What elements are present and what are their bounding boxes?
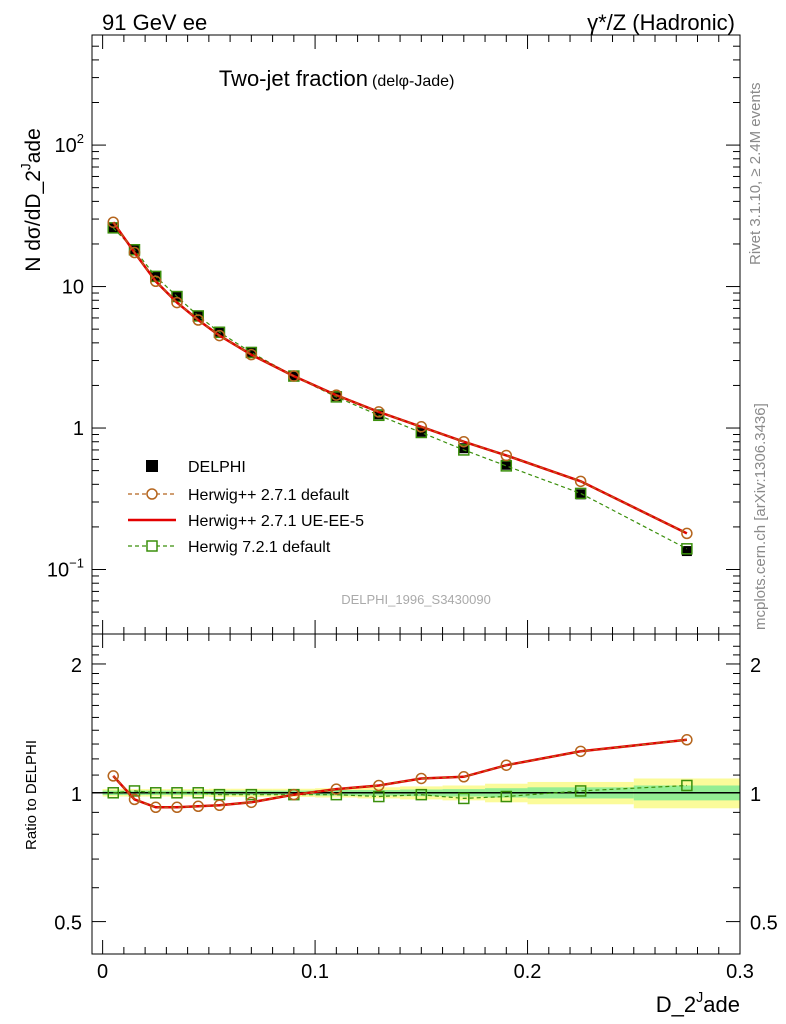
circle-marker xyxy=(500,449,513,462)
x-axis: 0 0.1 0.2 0.3 xyxy=(97,35,754,983)
circle-marker xyxy=(458,435,470,448)
ratio-frame xyxy=(91,633,741,955)
series-line-herwig7 xyxy=(112,227,688,550)
ratio-y-axis-label: Ratio to DELPHI xyxy=(23,740,40,850)
circle-marker xyxy=(245,796,258,809)
circle-marker xyxy=(171,296,183,309)
header-left: 91 GeV ee xyxy=(102,10,207,35)
data-point xyxy=(575,489,586,500)
square-marker xyxy=(149,787,162,799)
circle-marker xyxy=(128,246,141,259)
circle-marker xyxy=(288,788,300,801)
square-marker xyxy=(373,790,385,803)
series-line-herwigpp-default xyxy=(112,221,688,534)
square-marker xyxy=(415,788,428,801)
y-tick-label: 10−1 xyxy=(47,555,84,581)
x-tick-label: 0.2 xyxy=(514,961,542,983)
series-line-herwig7 xyxy=(113,784,687,800)
y-axis-title: N dσ/dD_2Jade xyxy=(19,128,45,272)
legend-label: DELPHI xyxy=(188,459,246,476)
main-y-axis: 10−1 1 10 102 xyxy=(47,34,740,627)
circle-marker xyxy=(415,772,428,785)
circle-marker xyxy=(458,771,470,783)
circle-marker xyxy=(192,314,204,326)
circle-marker xyxy=(330,783,343,795)
x-tick-label: 0.3 xyxy=(726,961,754,983)
circle-marker xyxy=(574,475,587,488)
legend-marker-delphi xyxy=(146,460,158,472)
circle-marker xyxy=(415,421,428,433)
y-tick-label: 102 xyxy=(55,131,84,157)
legend-label: Herwig 7.2.1 default xyxy=(188,539,331,556)
square-marker xyxy=(458,444,470,456)
mcplots-label: mcplots.cern.ch [arXiv:1306.3436] xyxy=(752,403,769,630)
y-label-group: N dσ/dD_2Jade xyxy=(19,128,45,272)
data-point xyxy=(458,443,469,454)
square-marker xyxy=(128,785,141,797)
square-marker xyxy=(107,787,119,799)
circle-marker xyxy=(107,770,119,782)
circle-marker xyxy=(288,370,300,382)
ratio-y-axis: 0.5 0.5 1 1 2 2 xyxy=(54,645,778,935)
circle-marker xyxy=(574,745,587,758)
circle-marker xyxy=(245,348,258,361)
y-tick-label-right: 1 xyxy=(750,784,761,806)
legend-label: Herwig++ 2.7.1 default xyxy=(188,487,350,504)
header-right: γ*/Z (Hadronic) xyxy=(587,10,735,35)
circle-marker xyxy=(107,216,119,228)
square-marker xyxy=(458,792,470,805)
circle-marker xyxy=(171,801,183,814)
square-marker xyxy=(171,787,183,799)
x-axis-title: D_2Jade xyxy=(656,990,740,1017)
circle-marker xyxy=(330,389,343,401)
watermark: DELPHI_1996_S3430090 xyxy=(341,592,491,607)
y-tick-label: 2 xyxy=(71,655,82,677)
square-marker xyxy=(500,790,513,803)
circle-marker xyxy=(213,329,226,342)
square-marker xyxy=(192,787,204,799)
legend-square-marker xyxy=(146,540,158,552)
chart-title: Two-jet fraction xyxy=(219,66,368,91)
circle-marker xyxy=(681,734,693,746)
legend-circle-marker xyxy=(146,488,158,500)
data-point xyxy=(681,546,692,557)
ratio-panel: Ratio to DELPHI 0.5 0.5 1 1 2 2 0 0.1 0.2 0.3 D_… xyxy=(23,35,778,1017)
circle-marker xyxy=(128,793,141,806)
main-panel: Two-jet fraction (delφ-Jade) DELPHI_1996… xyxy=(19,34,741,635)
y-tick-label-right: 2 xyxy=(750,655,761,677)
legend: DELPHI Herwig++ 2.7.1 default Herwig++ 2.7… xyxy=(128,459,364,556)
x-tick-label: 0.1 xyxy=(301,961,329,983)
data-point xyxy=(373,409,384,420)
circle-marker xyxy=(681,527,693,540)
y-tick-label: 10 xyxy=(62,277,84,299)
square-marker xyxy=(574,785,587,797)
main-y-axis-label: N dσ/dD_2Jade xyxy=(19,128,45,272)
chart-subtitle: (delφ-Jade) xyxy=(372,73,454,90)
y-tick-label-right: 0.5 xyxy=(750,913,778,935)
x-axis-label: D_2Jade xyxy=(656,990,740,1017)
y-tick-label: 0.5 xyxy=(54,913,82,935)
y-tick-label: 1 xyxy=(73,418,84,440)
circle-marker xyxy=(192,800,204,813)
circle-marker xyxy=(149,275,162,288)
data-point xyxy=(246,346,257,357)
circle-marker xyxy=(373,406,385,418)
square-marker xyxy=(681,543,693,555)
data-point xyxy=(501,459,512,470)
circle-marker xyxy=(500,759,513,771)
y-tick-label: 1 xyxy=(71,784,82,806)
x-tick-label: 0 xyxy=(97,961,108,983)
rivet-label: Rivet 3.1.10, ≥ 2.4M events xyxy=(747,83,764,266)
square-marker xyxy=(681,779,693,792)
circle-marker xyxy=(149,801,162,814)
square-marker xyxy=(245,788,258,801)
circle-marker xyxy=(373,779,385,792)
series-line-herwigpp-default xyxy=(112,739,687,808)
circle-marker xyxy=(213,799,226,812)
square-marker xyxy=(574,487,587,500)
square-marker xyxy=(373,409,385,422)
legend-label: Herwig++ 2.7.1 UE-EE-5 xyxy=(188,513,364,530)
